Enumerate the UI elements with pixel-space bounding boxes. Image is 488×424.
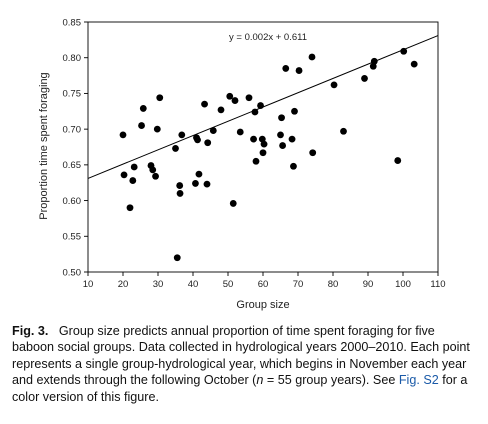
regression-equation: y = 0.002x + 0.611 [229,32,307,43]
data-point [192,180,199,187]
x-tick-label: 10 [83,279,94,290]
data-point [176,190,184,197]
y-tick-label: 0.50 [63,267,82,278]
data-point [330,81,338,89]
data-point [129,177,137,184]
data-point [178,131,186,139]
data-point [130,163,138,171]
caption-n-symbol: n [256,373,264,388]
y-tick-label: 0.75 [63,89,82,100]
y-tick-label: 0.60 [63,196,82,207]
data-point [226,92,234,100]
x-tick-label: 60 [258,279,269,290]
data-point [279,142,286,149]
figure-s2-link[interactable]: Fig. S2 [398,373,439,388]
data-point [309,149,317,157]
data-point [229,200,237,207]
data-point [252,157,260,165]
data-point [340,127,347,135]
y-tick-label: 0.85 [63,17,82,28]
data-point [172,145,179,152]
data-point [278,114,285,122]
caption-text: Group size predicts annual proportion of… [12,324,470,388]
y-tick-label: 0.55 [63,232,82,243]
figure-label: Fig. 3. [12,324,49,338]
figure-caption: Fig. 3. Group size predicts annual propo… [12,323,480,405]
data-point [257,102,264,109]
data-point [119,131,127,139]
x-tick-label: 70 [293,279,304,290]
x-tick-label: 100 [395,279,411,290]
x-axis-title: Group size [236,299,289,311]
data-point [259,149,267,157]
data-point [156,94,164,102]
x-tick-label: 110 [430,279,445,290]
caption-text-3: for a color version of this figure. [12,373,468,404]
data-point [120,171,128,179]
y-tick-label: 0.70 [63,124,82,135]
y-tick-label: 0.65 [63,160,82,171]
data-point [291,107,298,115]
data-points [119,47,418,262]
data-point [290,162,297,170]
x-tick-label: 30 [153,279,164,290]
data-point [201,100,208,108]
data-point [231,97,239,104]
data-point [236,128,244,136]
data-point [251,108,259,116]
data-point [260,140,268,148]
data-point [288,135,296,143]
data-point [149,166,157,174]
data-point [361,75,368,82]
data-point [173,254,181,262]
data-point [250,135,257,143]
data-point [204,139,212,147]
data-point [410,60,418,68]
data-point [282,65,290,72]
data-point [194,136,201,144]
data-point [295,67,303,74]
data-point [277,131,284,139]
x-tick-label: 40 [188,279,199,290]
x-tick-label: 90 [363,279,374,290]
x-tick-label: 80 [328,279,339,290]
data-point [139,105,147,112]
x-tick-label: 50 [223,279,234,290]
data-point [195,170,203,178]
data-point [308,53,316,61]
data-point [370,57,378,65]
data-point [394,157,402,164]
x-axis: 10 20 30 40 50 60 70 80 90 100 110 [83,272,446,290]
data-point [203,180,211,188]
data-point [400,47,408,55]
data-point [153,125,161,133]
y-tick-label: 0.80 [63,53,82,64]
data-point [176,182,184,189]
data-point [138,122,145,129]
data-point [152,172,159,180]
data-point [245,94,253,102]
caption-text-2: = 55 group years). See [263,373,399,388]
y-axis: 0.50 0.55 0.60 0.65 0.70 0.75 0.80 0.85 [63,17,88,278]
x-tick-label: 20 [118,279,129,290]
data-point [217,106,225,114]
scatter-chart: 10 20 30 40 50 60 70 80 90 100 110 0.50 0.55 0.60 0.6… [38,17,446,311]
y-axis-title: Proportion time spent foraging [38,72,50,219]
data-point [126,204,134,212]
data-point [209,127,217,134]
